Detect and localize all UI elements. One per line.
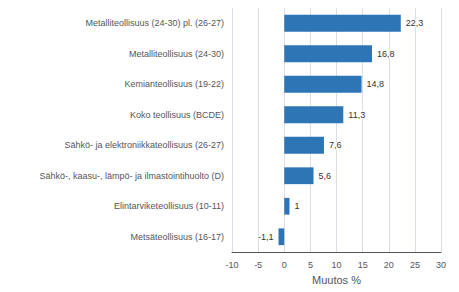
svg-text:16,8: 16,8 (377, 49, 395, 59)
svg-text:Koko teollisuus (BCDE): Koko teollisuus (BCDE) (130, 110, 224, 120)
svg-text:Muutos %: Muutos % (312, 274, 361, 286)
svg-text:15: 15 (358, 260, 368, 270)
svg-text:14,8: 14,8 (367, 79, 385, 89)
svg-text:5,6: 5,6 (319, 171, 332, 181)
svg-text:11,3: 11,3 (348, 110, 365, 120)
svg-text:5: 5 (308, 260, 313, 270)
svg-text:7,6: 7,6 (329, 140, 342, 150)
svg-text:Sähkö- ja elektroniikkateollis: Sähkö- ja elektroniikkateollisuus (26-27… (64, 140, 224, 150)
svg-text:25: 25 (410, 260, 420, 270)
svg-text:0: 0 (282, 260, 287, 270)
svg-text:Metalliteollisuus (24-30) pl.: Metalliteollisuus (24-30) pl. (26-27) (85, 18, 224, 28)
svg-text:Kemianteollisuus (19-22): Kemianteollisuus (19-22) (124, 79, 224, 89)
svg-text:30: 30 (436, 260, 446, 270)
svg-text:-1,1: -1,1 (258, 232, 274, 242)
svg-text:-10: -10 (225, 260, 238, 270)
svg-text:22,3: 22,3 (406, 18, 424, 28)
svg-text:Metsäteollisuus (16-17): Metsäteollisuus (16-17) (130, 232, 224, 242)
svg-text:20: 20 (384, 260, 394, 270)
svg-text:1: 1 (294, 201, 299, 211)
svg-text:-5: -5 (254, 260, 262, 270)
svg-text:10: 10 (331, 260, 341, 270)
svg-text:Metalliteollisuus (24-30): Metalliteollisuus (24-30) (129, 49, 224, 59)
svg-text:Sähkö-, kaasu-, lämpö- ja ilma: Sähkö-, kaasu-, lämpö- ja ilmastointihuo… (39, 171, 224, 181)
svg-text:Elintarviketeollisuus (10-11): Elintarviketeollisuus (10-11) (114, 201, 224, 211)
